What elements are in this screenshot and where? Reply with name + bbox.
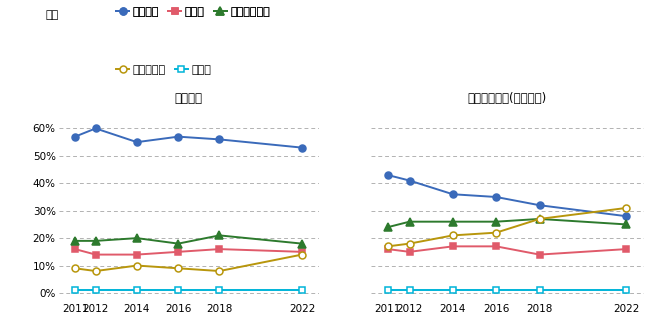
Text: 学歴: 学歴 — [46, 10, 58, 20]
Legend: 高卒以下, 専門卒, 短大・高専卒: 高卒以下, 専門卒, 短大・高専卒 — [116, 7, 270, 17]
Title: 母子世帯: 母子世帯 — [174, 92, 203, 105]
Title: ふたり親世帯(母親回答): ふたり親世帯(母親回答) — [467, 92, 547, 105]
Legend: 大学卒以上, その他: 大学卒以上, その他 — [116, 65, 211, 75]
